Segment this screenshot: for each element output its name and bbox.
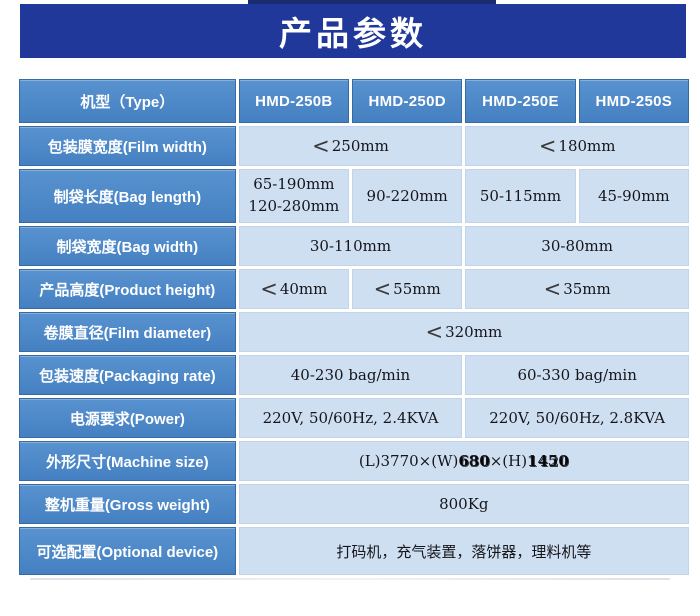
packaging-rate-value-2: 60-330 bag/min [465,355,689,395]
less-than-symbol: < [543,276,562,301]
bag-width-value-1: 30-110mm [238,226,463,266]
packaging-rate-value-1: 40-230 bag/min [238,355,463,395]
product-height-value-1: <40mm [238,269,349,309]
row-label-film-width: 包装膜宽度(Film width) [19,126,236,166]
gross-weight-value: 800Kg [238,484,689,524]
row-label-bag-length: 制袋长度(Bag length) [19,169,236,223]
model-header-hmd250e: HMD-250E [465,79,576,123]
row-bag-length: 制袋长度(Bag length) 65-190mm 120-280mm 90-2… [19,169,689,223]
machine-width-overlapped: 630 680 [458,452,491,471]
row-product-height: 产品高度(Product height) <40mm <55mm <35mm [19,269,689,309]
film-width-value-1: <250mm [238,126,463,166]
row-label-machine-size: 外形尺寸(Machine size) [19,441,236,481]
bag-length-value-1: 65-190mm 120-280mm [238,169,349,223]
film-width-value-2: <180mm [465,126,689,166]
title-bar: 产品参数 [20,4,686,58]
less-than-symbol: < [425,319,444,344]
power-value-1: 220V, 50/60Hz, 2.4KVA [238,398,463,438]
row-label-power: 电源要求(Power) [19,398,236,438]
bag-length-value-3: 50-115mm [465,169,576,223]
product-height-value-3: <35mm [465,269,689,309]
product-height-value-2: <55mm [351,269,463,309]
optional-device-value: 打码机，充气装置，落饼器，理料机等 [238,527,689,575]
header-label-type: 机型（Type） [19,79,236,123]
less-than-symbol: < [373,276,392,301]
bag-length-value-4: 45-90mm [578,169,689,223]
model-header-hmd250b: HMD-250B [238,79,349,123]
row-label-optional-device: 可选配置(Optional device) [19,527,236,575]
row-label-bag-width: 制袋宽度(Bag width) [19,226,236,266]
row-label-gross-weight: 整机重量(Gross weight) [19,484,236,524]
model-header-hmd250d: HMD-250D [351,79,463,123]
less-than-symbol: < [312,133,330,158]
row-machine-size: 外形尺寸(Machine size) (L)3770×(W) 630 680×(H)… [19,441,689,481]
table-header-row: 机型（Type） HMD-250B HMD-250D HMD-250E HMD-… [19,79,689,123]
row-power: 电源要求(Power) 220V, 50/60Hz, 2.4KVA 220V, … [19,398,689,438]
row-packaging-rate: 包装速度(Packaging rate) 40-230 bag/min 60-3… [19,355,689,395]
row-label-packaging-rate: 包装速度(Packaging rate) [19,355,236,395]
row-film-diameter: 卷膜直径(Film diameter) <320mm [19,312,689,352]
less-than-symbol: < [538,133,557,158]
power-value-2: 220V, 50/60Hz, 2.8KVA [465,398,689,438]
row-label-film-diameter: 卷膜直径(Film diameter) [19,312,236,352]
model-header-hmd250s: HMD-250S [578,79,689,123]
row-bag-width: 制袋宽度(Bag width) 30-110mm 30-80mm [19,226,689,266]
spec-table: 机型（Type） HMD-250B HMD-250D HMD-250E HMD-… [16,76,692,578]
top-decorative-strip [248,0,496,5]
machine-height-overlapped: 1420 1450 [527,452,570,471]
row-optional-device: 可选配置(Optional device) 打码机，充气装置，落饼器，理料机等 [19,527,689,575]
page-title: 产品参数 [279,15,427,52]
row-gross-weight: 整机重量(Gross weight) 800Kg [19,484,689,524]
film-diameter-value: <320mm [238,312,689,352]
row-label-product-height: 产品高度(Product height) [19,269,236,309]
row-film-width: 包装膜宽度(Film width) <250mm <180mm [19,126,689,166]
table-bottom-shadow [30,578,670,580]
machine-size-value: (L)3770×(W) 630 680×(H) 1420 1450 [238,441,689,481]
bag-length-value-2: 90-220mm [351,169,463,223]
less-than-symbol: < [260,276,278,301]
bag-width-value-2: 30-80mm [465,226,689,266]
